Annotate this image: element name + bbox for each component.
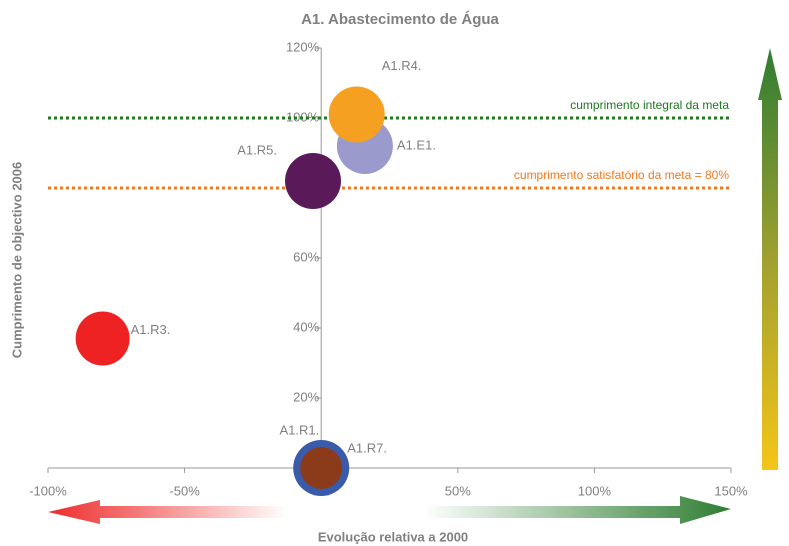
x-tick-label: 50%: [445, 483, 471, 498]
plot-area: -100%-50%0%50%100%150%0%20%40%60%80%100%…: [29, 39, 748, 498]
y-tick-label: 120%: [286, 39, 320, 54]
bubble: [285, 153, 342, 209]
reference-label: cumprimento integral da meta: [570, 98, 729, 112]
vertical-arrow: [758, 48, 782, 470]
x-tick-label: 100%: [578, 483, 612, 498]
point-label: A1.R7.: [347, 440, 387, 455]
bubble: [300, 447, 343, 489]
bubble: [328, 86, 385, 143]
point-label: A1.E1.: [397, 137, 436, 152]
bubble: [75, 311, 130, 366]
y-tick-label: 20%: [293, 389, 319, 404]
point-label: A1.R1.: [279, 422, 319, 437]
point-label: A1.R5.: [237, 142, 277, 157]
horizontal-arrow: [48, 496, 731, 524]
x-tick-label: -100%: [29, 483, 67, 498]
point-label: A1.R3.: [131, 322, 171, 337]
reference-label: cumprimento satisfatório da meta = 80%: [514, 168, 729, 182]
chart-title: A1. Abastecimento de Água: [301, 11, 499, 28]
x-tick-label: 150%: [714, 483, 748, 498]
x-axis-title: Evolução relativa a 2000: [318, 529, 468, 544]
y-tick-label: 40%: [293, 319, 319, 334]
point-label: A1.R4.: [382, 58, 422, 73]
y-tick-label: 60%: [293, 249, 319, 264]
x-tick-label: -50%: [169, 483, 200, 498]
y-axis-title: Cumprimento de objectivo 2006: [9, 162, 24, 359]
